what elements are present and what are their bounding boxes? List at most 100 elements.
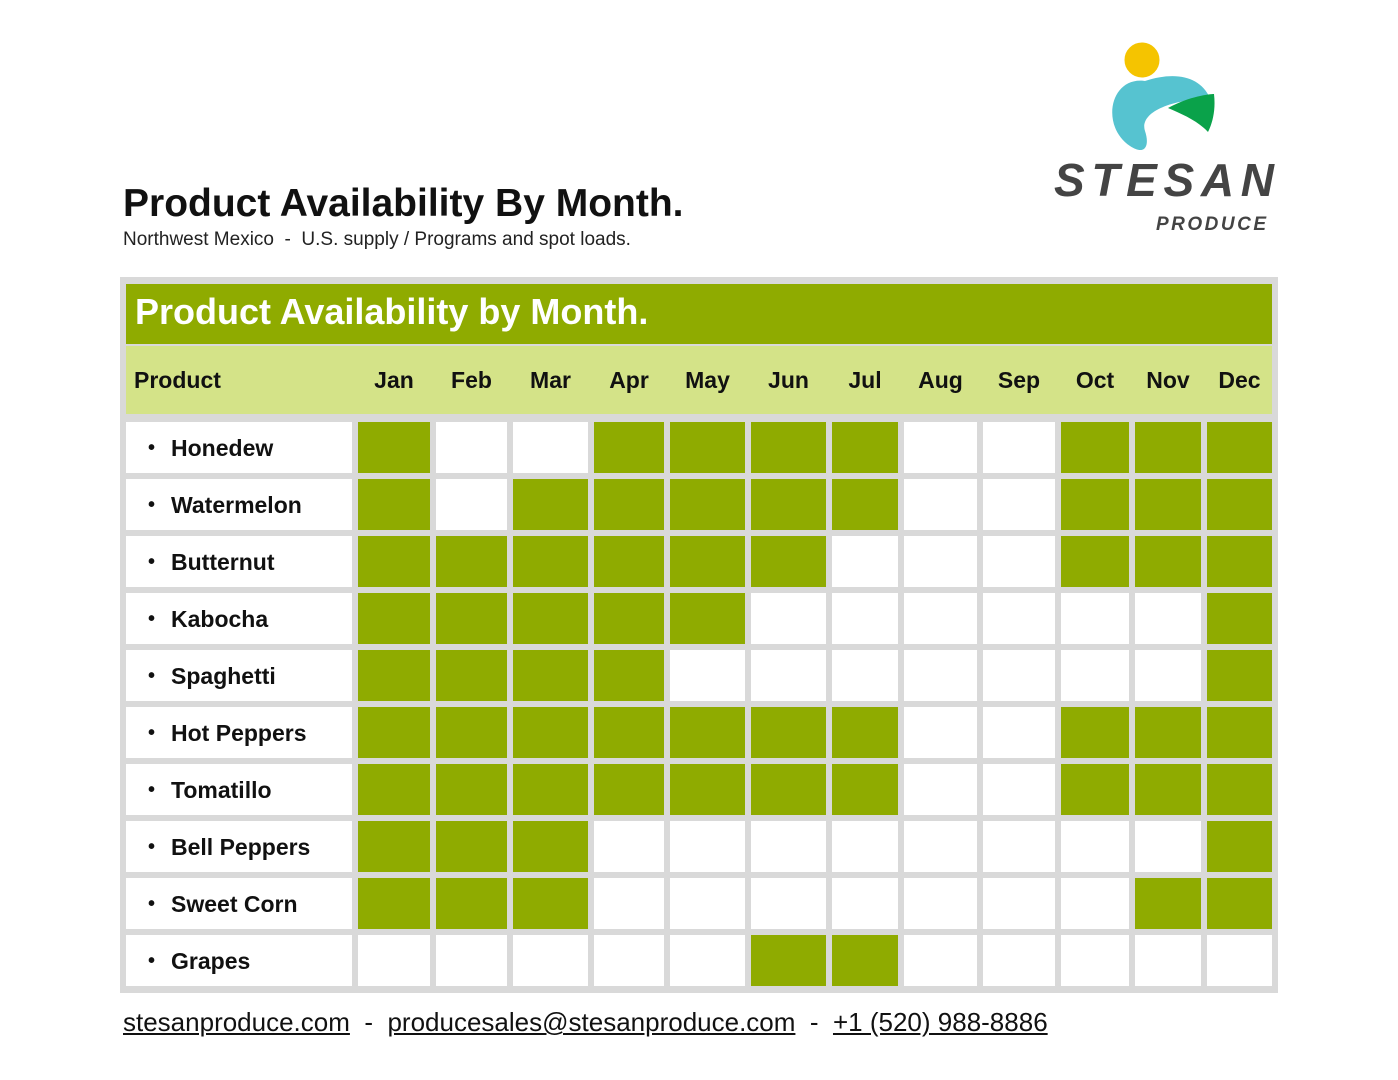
availability-cell-jan	[358, 878, 430, 929]
product-label: Sweet Corn	[171, 890, 298, 917]
month-header-jul: Jul	[848, 367, 882, 393]
availability-cell-may	[670, 479, 745, 530]
availability-cell-oct	[1061, 821, 1129, 872]
availability-cell-dec	[1207, 764, 1272, 815]
availability-cell-jul	[832, 878, 898, 929]
availability-cell-aug	[904, 935, 977, 986]
availability-cell-apr	[594, 536, 664, 587]
month-header-jun: Jun	[768, 367, 809, 393]
availability-cell-feb	[436, 935, 507, 986]
availability-cell-feb	[436, 422, 507, 473]
availability-cell-apr	[594, 707, 664, 758]
bullet-icon: •	[148, 835, 156, 858]
availability-cell-mar	[513, 821, 588, 872]
availability-cell-oct	[1061, 935, 1129, 986]
month-header-aug: Aug	[918, 367, 963, 393]
availability-cell-may	[670, 935, 745, 986]
product-name: • Butternut	[126, 536, 352, 587]
availability-cell-jan	[358, 536, 430, 587]
availability-cell-feb	[436, 593, 507, 644]
availability-cell-nov	[1135, 935, 1201, 986]
availability-cell-jan	[358, 422, 430, 473]
bullet-icon: •	[148, 607, 156, 630]
availability-cell-jun	[751, 479, 826, 530]
availability-cell-jul	[832, 479, 898, 530]
product-label: Butternut	[171, 548, 275, 575]
phone-link[interactable]: +1 (520) 988-8886	[832, 1007, 1048, 1037]
availability-cell-jan	[358, 593, 430, 644]
availability-cell-dec	[1207, 878, 1272, 929]
availability-cell-jan	[358, 479, 430, 530]
availability-cell-nov	[1135, 878, 1201, 929]
contact-footer: stesanproduce.com - producesales@stesanp…	[123, 1006, 1048, 1038]
availability-cell-nov	[1135, 764, 1201, 815]
availability-cell-aug	[904, 878, 977, 929]
email-link[interactable]: producesales@stesanproduce.com	[387, 1007, 796, 1037]
availability-cell-mar	[513, 935, 588, 986]
availability-cell-jun	[751, 935, 826, 986]
availability-cell-jul	[832, 536, 898, 587]
website-link[interactable]: stesanproduce.com	[123, 1007, 350, 1037]
month-header-sep: Sep	[997, 367, 1041, 393]
bullet-icon: •	[148, 892, 156, 915]
logo-wave	[1112, 76, 1210, 151]
availability-cell-dec	[1207, 707, 1272, 758]
availability-cell-jul	[832, 707, 898, 758]
bullet-icon: •	[148, 550, 156, 573]
availability-cell-jul	[832, 764, 898, 815]
availability-cell-jun	[751, 593, 826, 644]
availability-cell-sep	[983, 650, 1055, 701]
availability-cell-sep	[983, 935, 1055, 986]
separator: -	[795, 1007, 833, 1037]
availability-cell-oct	[1061, 536, 1129, 587]
month-header-mar: Mar	[530, 367, 571, 393]
availability-cell-dec	[1207, 821, 1272, 872]
month-header-dec: Dec	[1218, 367, 1261, 393]
availability-cell-aug	[904, 593, 977, 644]
availability-cell-mar	[513, 536, 588, 587]
availability-cell-jul	[832, 821, 898, 872]
availability-cell-mar	[513, 422, 588, 473]
availability-cell-nov	[1135, 707, 1201, 758]
product-name: • Honedew	[126, 422, 352, 473]
availability-cell-jun	[751, 821, 826, 872]
availability-cell-nov	[1135, 536, 1201, 587]
product-name: • Sweet Corn	[126, 878, 352, 929]
availability-cell-jun	[751, 536, 826, 587]
availability-cell-sep	[983, 479, 1055, 530]
availability-cell-may	[670, 650, 745, 701]
availability-cell-mar	[513, 707, 588, 758]
product-column-header: Product	[134, 367, 221, 393]
availability-cell-aug	[904, 650, 977, 701]
product-label: Hot Peppers	[171, 719, 307, 746]
availability-cell-feb	[436, 764, 507, 815]
availability-cell-may	[670, 821, 745, 872]
availability-cell-jan	[358, 821, 430, 872]
availability-cell-feb	[436, 821, 507, 872]
availability-cell-jan	[358, 707, 430, 758]
availability-cell-oct	[1061, 422, 1129, 473]
availability-cell-dec	[1207, 479, 1272, 530]
product-name: • Spaghetti	[126, 650, 352, 701]
availability-cell-dec	[1207, 593, 1272, 644]
page-subtitle: Northwest Mexico - U.S. supply / Program…	[123, 229, 631, 250]
product-name: • Bell Peppers	[126, 821, 352, 872]
availability-cell-dec	[1207, 422, 1272, 473]
availability-cell-oct	[1061, 878, 1129, 929]
availability-cell-may	[670, 764, 745, 815]
availability-cell-oct	[1061, 764, 1129, 815]
product-name: • Grapes	[126, 935, 352, 986]
availability-cell-may	[670, 593, 745, 644]
product-name: • Kabocha	[126, 593, 352, 644]
availability-cell-dec	[1207, 536, 1272, 587]
availability-cell-mar	[513, 650, 588, 701]
availability-cell-aug	[904, 422, 977, 473]
month-header-may: May	[685, 367, 730, 393]
availability-cell-apr	[594, 935, 664, 986]
separator: -	[349, 1007, 388, 1037]
logo-brand-text: STESAN	[1054, 154, 1275, 206]
product-label: Watermelon	[171, 491, 302, 518]
month-header-jan: Jan	[374, 367, 414, 393]
availability-cell-jan	[358, 764, 430, 815]
product-label: Grapes	[171, 947, 251, 974]
